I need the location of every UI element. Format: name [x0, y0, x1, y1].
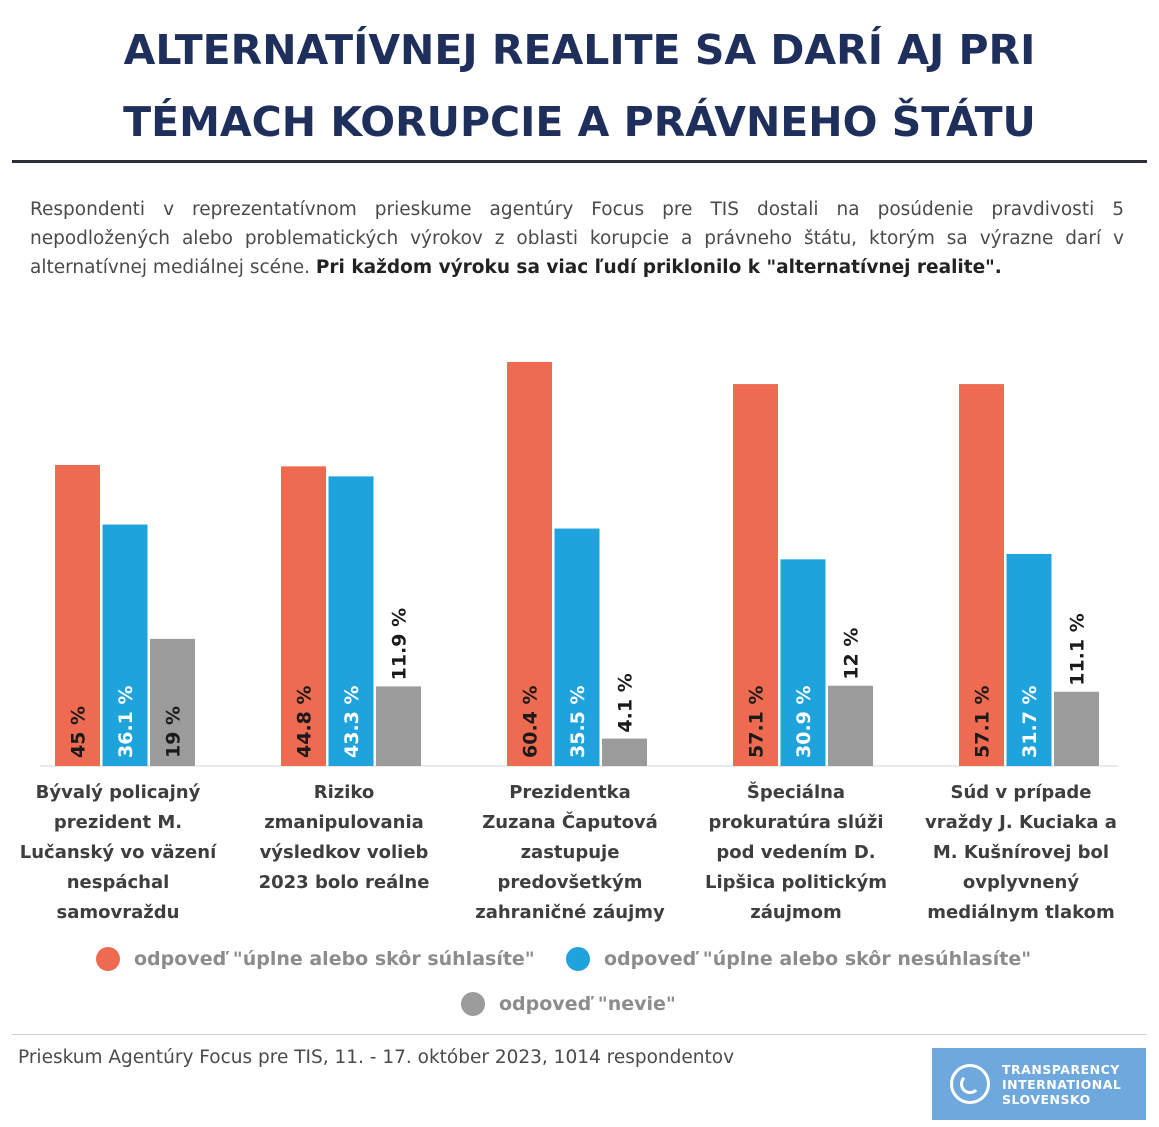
category-label-line: pod vedením D. — [716, 842, 876, 863]
category-label-line: zastupuje — [520, 842, 620, 863]
value-label-series-3-cat-5: 11.1 % — [1067, 613, 1089, 686]
category-label-line: predovšetkým — [497, 872, 643, 893]
legend-swatch-agree — [96, 947, 120, 971]
chart-title: ALTERNATÍVNEJ REALITE SA DARÍ AJ PRI TÉM… — [0, 14, 1159, 158]
value-label-series-3-cat-3: 4.1 % — [615, 673, 637, 732]
category-label-line: vraždy J. Kuciaka a — [925, 812, 1117, 833]
bar-series-1-cat-1 — [55, 465, 100, 766]
footer-divider — [12, 1034, 1147, 1035]
bar-series-1-cat-2 — [281, 466, 326, 766]
category-label-line: prezident M. — [53, 812, 183, 833]
category-label-line: zahraničné záujmy — [475, 902, 665, 923]
category-label-line: Lučanský vo väzení — [19, 842, 217, 863]
value-label-series-3-cat-1: 19 % — [163, 706, 185, 758]
source-note: Prieskum Agentúry Focus pre TIS, 11. - 1… — [18, 1047, 735, 1068]
category-label-line: Zuzana Čaputová — [482, 812, 658, 833]
title-line-2: TÉMACH KORUPCIE A PRÁVNEHO ŠTÁTU — [123, 98, 1036, 146]
value-label-series-2-cat-3: 35.5 % — [567, 685, 589, 758]
bar-series-2-cat-1 — [102, 524, 148, 766]
category-label-line: záujmom — [750, 902, 842, 923]
category-label-line: mediálnym tlakom — [927, 902, 1115, 923]
legend-label-agree: odpoveď "úplne alebo skôr súhlasíte" — [134, 948, 535, 970]
bar-series-2-cat-5 — [1006, 553, 1052, 766]
value-label-series-3-cat-2: 11.9 % — [389, 608, 411, 681]
category-label-line: samovraždu — [56, 902, 180, 923]
subtitle-bold-text: Pri každom výroku sa viac ľudí priklonil… — [315, 257, 1002, 278]
title-divider — [12, 160, 1147, 163]
category-label-line: 2023 bolo reálne — [258, 872, 430, 893]
category-label-4: Špeciálna prokuratúra slúži pod vedením D.… — [691, 778, 901, 928]
value-label-series-1-cat-5: 57.1 % — [972, 685, 994, 758]
bar-series-1-cat-5 — [959, 384, 1004, 766]
category-label-1: Bývalý policajný prezident M. Lučanský vo … — [13, 778, 223, 928]
bar-series-2-cat-3 — [554, 528, 600, 766]
category-label-2: Riziko zmanipulovania výsledkov volieb 2023… — [239, 778, 449, 898]
legend-swatch-disagree — [566, 947, 590, 971]
category-label-line: nespáchal — [66, 872, 170, 893]
value-label-series-2-cat-4: 30.9 % — [793, 685, 815, 758]
category-label-line: M. Kušnírovej bol — [932, 842, 1110, 863]
category-label-3: Prezidentka Zuzana Čaputová zastupuje predo… — [465, 778, 675, 928]
logo-line-2: INTERNATIONAL — [1002, 1077, 1122, 1092]
bar-series-2-cat-2 — [328, 476, 374, 766]
value-label-series-2-cat-2: 43.3 % — [341, 685, 363, 758]
legend-swatch-dont-know — [461, 992, 485, 1016]
category-label-line: výsledkov volieb — [259, 842, 429, 863]
value-label-series-1-cat-3: 60.4 % — [520, 685, 542, 758]
bar-chart: 45 % 44.8 % 60.4 % 57.1 % 57.1 % 36.1 % 43.3 %… — [40, 362, 1118, 767]
category-label-line: ovplyvnený — [962, 872, 1080, 893]
bar-series-3-cat-1 — [150, 638, 195, 766]
category-label-line: Prezidentka — [509, 782, 631, 803]
value-label-series-2-cat-1: 36.1 % — [115, 685, 137, 758]
logo-line-3: SLOVENSKO — [1002, 1092, 1091, 1107]
category-label-line: Špeciálna — [746, 782, 846, 803]
chart-subtitle: Respondenti v reprezentatívnom prieskume… — [30, 195, 1124, 282]
bar-series-3-cat-2 — [376, 686, 421, 766]
value-label-series-3-cat-4: 12 % — [841, 628, 863, 680]
category-label-line: Bývalý policajný — [35, 782, 201, 803]
bar-series-3-cat-4 — [828, 685, 873, 766]
category-label-line: zmanipulovania — [264, 812, 424, 833]
title-line-1: ALTERNATÍVNEJ REALITE SA DARÍ AJ PRI — [123, 26, 1036, 74]
category-label-5: Súd v prípade vraždy J. Kuciaka a M. Kušní… — [916, 778, 1126, 928]
category-label-line: Riziko — [313, 782, 375, 803]
value-label-series-1-cat-1: 45 % — [68, 706, 90, 758]
bar-series-2-cat-4 — [780, 559, 826, 766]
value-label-series-2-cat-5: 31.7 % — [1019, 685, 1041, 758]
legend-label-dont-know: odpoveď "nevie" — [499, 993, 676, 1015]
bar-series-3-cat-5 — [1054, 691, 1099, 766]
bar-series-1-cat-3 — [507, 362, 552, 766]
logo-line-1: TRANSPARENCY — [1002, 1062, 1120, 1077]
category-label-line: Lipšica politickým — [705, 872, 887, 893]
logo-text: TRANSPARENCY INTERNATIONAL SLOVENSKO — [1002, 1062, 1121, 1107]
bar-series-3-cat-3 — [602, 738, 647, 766]
category-label-line: Súd v prípade — [950, 782, 1092, 803]
category-label-line: prokuratúra slúži — [708, 812, 884, 833]
legend-label-disagree: odpoveď "úplne alebo skôr nesúhlasíte" — [604, 948, 1032, 970]
transparency-international-logo: TRANSPARENCY INTERNATIONAL SLOVENSKO — [932, 1048, 1146, 1120]
globe-icon — [950, 1064, 990, 1104]
value-label-series-1-cat-2: 44.8 % — [294, 685, 316, 758]
value-label-series-1-cat-4: 57.1 % — [746, 685, 768, 758]
bar-series-1-cat-4 — [733, 384, 778, 766]
subtitle-text: Respondenti v reprezentatívnom prieskume… — [30, 199, 1124, 278]
